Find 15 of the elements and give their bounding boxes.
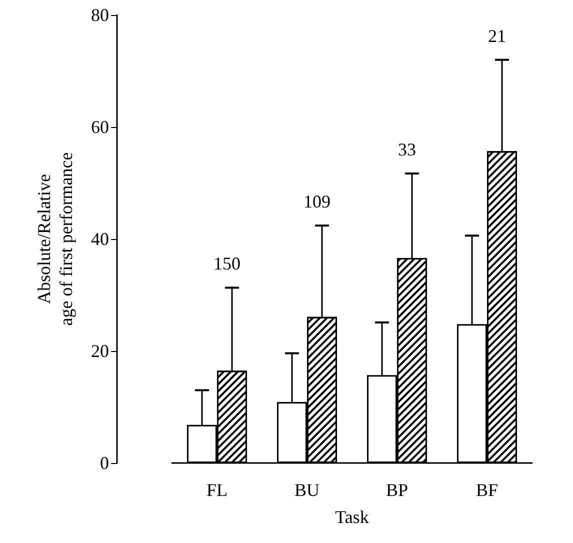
x-tick-label: FL [206, 480, 228, 500]
annotation: 109 [304, 192, 330, 212]
y-axis-title: Absolute/Relative age of first performance [34, 152, 76, 326]
x-tick-label: BF [476, 480, 498, 500]
y-tick-label: 20 [91, 341, 109, 361]
y-tick-label: 80 [91, 5, 109, 25]
annotation: 150 [214, 254, 240, 274]
annotation: 33 [398, 139, 416, 160]
y-tick-label: 40 [91, 229, 109, 249]
annotation: 21 [488, 26, 506, 46]
y-tick-label: 0 [100, 453, 109, 473]
y-tick-label: 60 [91, 117, 109, 137]
x-axis-title: Task [335, 507, 369, 527]
x-tick-label: BU [294, 480, 320, 500]
x-tick-label: BP [386, 480, 408, 500]
